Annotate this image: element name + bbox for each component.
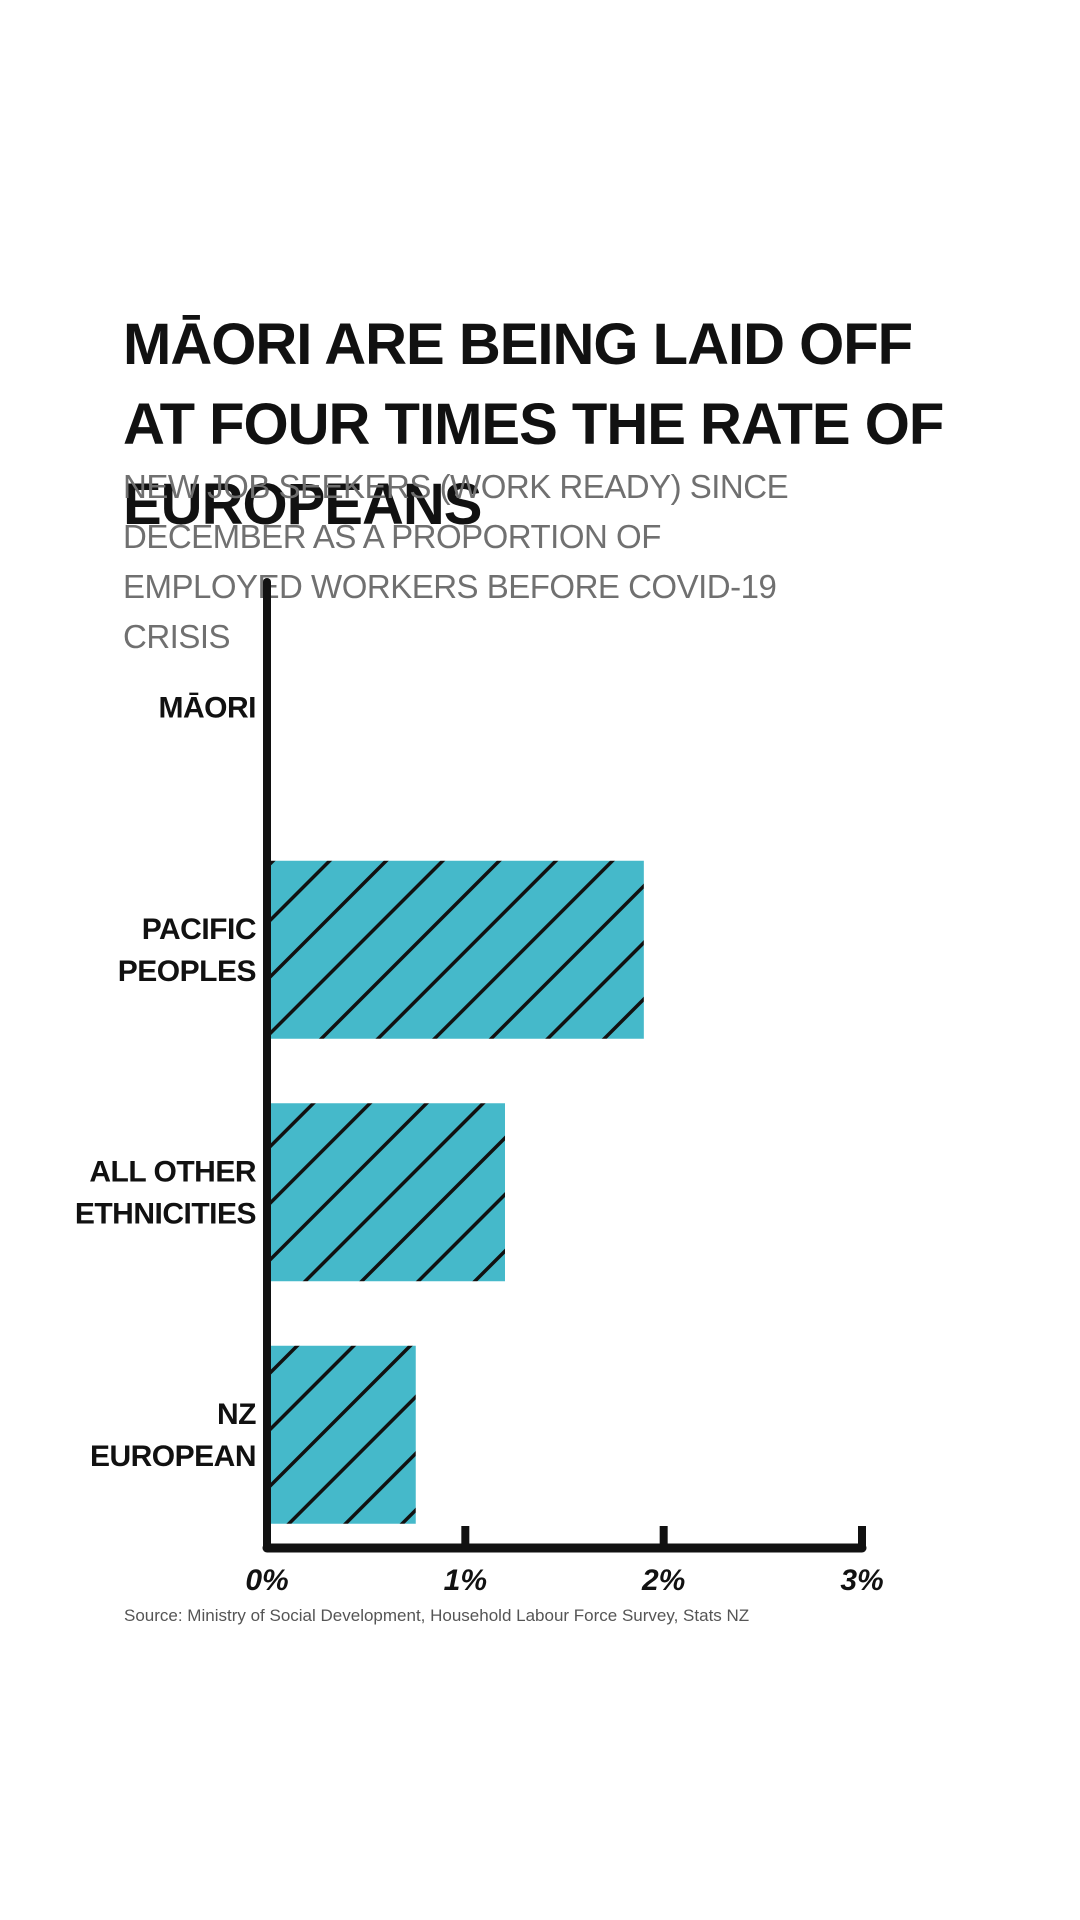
category-label-0-0: MĀORI: [159, 691, 257, 724]
x-tick-label-0: 0%: [245, 1564, 288, 1597]
category-label-1-0: PACIFIC: [142, 913, 256, 946]
source-note: Source: Ministry of Social Development, …: [124, 1606, 750, 1625]
category-label-2-1: ETHNICITIES: [75, 1197, 256, 1230]
bar-3: [267, 1345, 416, 1524]
category-label-3-1: EUROPEAN: [90, 1440, 256, 1473]
x-tick-label-1: 1%: [444, 1564, 487, 1597]
category-label-1-1: PEOPLES: [118, 955, 256, 988]
category-label-3-0: NZ: [217, 1398, 256, 1431]
x-tick-label-3: 3%: [840, 1564, 883, 1597]
bar-1: [267, 860, 644, 1039]
chart-subtitle: NEW JOB SEEKERS (WORK READY) SINCE DECEM…: [123, 468, 789, 655]
bar-2: [267, 1103, 505, 1282]
chart-title: MĀORI ARE BEING LAID OFF AT FOUR TIMES T…: [123, 312, 944, 537]
x-tick-label-2: 2%: [641, 1564, 685, 1597]
category-label-2-0: ALL OTHER: [89, 1155, 256, 1188]
